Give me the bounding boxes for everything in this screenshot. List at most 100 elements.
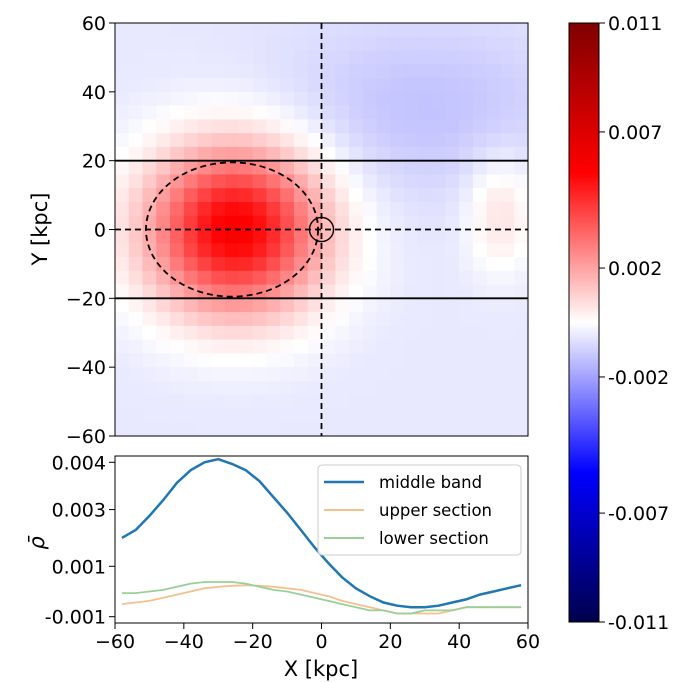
heatmap-cell — [225, 257, 240, 272]
heatmap-cell — [156, 188, 171, 203]
heatmap-cell — [459, 188, 474, 203]
heatmap-cell — [404, 119, 419, 134]
heatmap-cell — [183, 380, 199, 396]
heatmap-cell — [293, 312, 309, 327]
heatmap-cell — [486, 146, 502, 162]
heatmap-cell — [335, 36, 350, 52]
heatmap-cell — [142, 243, 157, 258]
heatmap-y-tick-label: 60 — [82, 13, 106, 35]
heatmap-cell — [321, 367, 336, 382]
heatmap-cell — [238, 160, 254, 176]
heatmap-cell — [514, 174, 529, 189]
heatmap-cell — [238, 188, 254, 203]
heatmap-cell — [349, 284, 364, 299]
heatmap-cell — [115, 339, 130, 354]
heatmap-cell — [197, 312, 212, 327]
heatmap-cell — [417, 284, 433, 299]
heatmap-cell — [431, 380, 446, 396]
heatmap-cell — [128, 78, 144, 93]
heatmap-cell — [404, 353, 419, 368]
heatmap-cell — [211, 91, 226, 107]
heatmap-cell — [307, 215, 323, 231]
heatmap-cell — [431, 146, 446, 162]
heatmap-y-ticks: 60 40 20 0 −20 −40 −60 — [66, 13, 115, 448]
heatmap-cell — [197, 91, 212, 107]
heatmap-cell — [321, 257, 336, 272]
heatmap-cell — [472, 160, 488, 176]
heatmap-cell — [376, 298, 391, 313]
heatmap-cell — [472, 50, 488, 65]
heatmap-cell — [404, 215, 419, 231]
heatmap-cell — [115, 160, 130, 176]
heatmap-cell — [445, 353, 460, 368]
heatmap-cell — [514, 284, 529, 299]
heatmap-cell — [321, 133, 336, 148]
heatmap-cell — [280, 270, 295, 286]
heatmap-cell — [266, 201, 281, 217]
heatmap-cell — [307, 91, 323, 107]
heatmap-cell — [293, 257, 309, 272]
heatmap-cell — [321, 339, 336, 354]
heatmap-cell — [486, 243, 502, 258]
heatmap-cell — [376, 243, 391, 258]
heatmap-cell — [362, 284, 378, 299]
heatmap-cell — [280, 215, 295, 231]
heatmap-cell — [376, 91, 391, 107]
heatmap-cell — [170, 298, 185, 313]
colorbar-tick-label: 0.011 — [608, 13, 662, 35]
heatmap-cell — [293, 50, 309, 65]
heatmap-cell — [238, 91, 254, 107]
heatmap-cell — [514, 394, 529, 410]
heatmap-cell — [459, 201, 474, 217]
heatmap-cell — [362, 257, 378, 272]
heatmap-cell — [128, 408, 144, 423]
heatmap-cell — [142, 408, 157, 423]
heatmap-cell — [514, 146, 529, 162]
heatmap-cell — [156, 215, 171, 231]
heatmap-cell — [431, 257, 446, 272]
heatmap-cell — [514, 367, 529, 382]
heatmap-cell — [362, 133, 378, 148]
heatmap-cell — [472, 119, 488, 134]
heatmap-cell — [266, 188, 281, 203]
heatmap-cell — [238, 36, 254, 52]
heatmap-cell — [417, 270, 433, 286]
heatmap-cell — [500, 133, 515, 148]
line-y-tick-label: -0.001 — [45, 607, 106, 629]
heatmap-cell — [225, 23, 240, 38]
heatmap-cell — [115, 133, 130, 148]
heatmap-cell — [417, 188, 433, 203]
line-x-tick-label: −60 — [95, 631, 135, 653]
heatmap-cell — [445, 133, 460, 148]
heatmap-cell — [321, 408, 336, 423]
heatmap-cell — [417, 146, 433, 162]
heatmap-cell — [225, 78, 240, 93]
heatmap-cell — [417, 298, 433, 313]
heatmap-cell — [197, 422, 212, 437]
heatmap-cell — [349, 229, 364, 244]
heatmap-cell — [376, 353, 391, 368]
heatmap-cell — [459, 353, 474, 368]
heatmap-cell — [445, 64, 460, 79]
heatmap-cell — [335, 325, 350, 341]
heatmap-cell — [156, 174, 171, 189]
heatmap-cell — [142, 229, 157, 244]
heatmap-cell — [128, 64, 144, 79]
heatmap-cell — [459, 408, 474, 423]
heatmap-cell — [486, 298, 502, 313]
heatmap-cell — [252, 215, 268, 231]
heatmap-cell — [307, 78, 323, 93]
heatmap-cell — [335, 312, 350, 327]
heatmap-cell — [486, 367, 502, 382]
heatmap-cell — [500, 119, 515, 134]
heatmap-cell — [183, 78, 199, 93]
heatmap-cell — [500, 91, 515, 107]
heatmap-cell — [307, 119, 323, 134]
heatmap-cell — [211, 325, 226, 341]
heatmap-cell — [238, 325, 254, 341]
heatmap-cell — [197, 119, 212, 134]
heatmap-cell — [376, 133, 391, 148]
heatmap-cell — [335, 146, 350, 162]
heatmap-cell — [390, 353, 405, 368]
heatmap-cell — [321, 105, 336, 120]
